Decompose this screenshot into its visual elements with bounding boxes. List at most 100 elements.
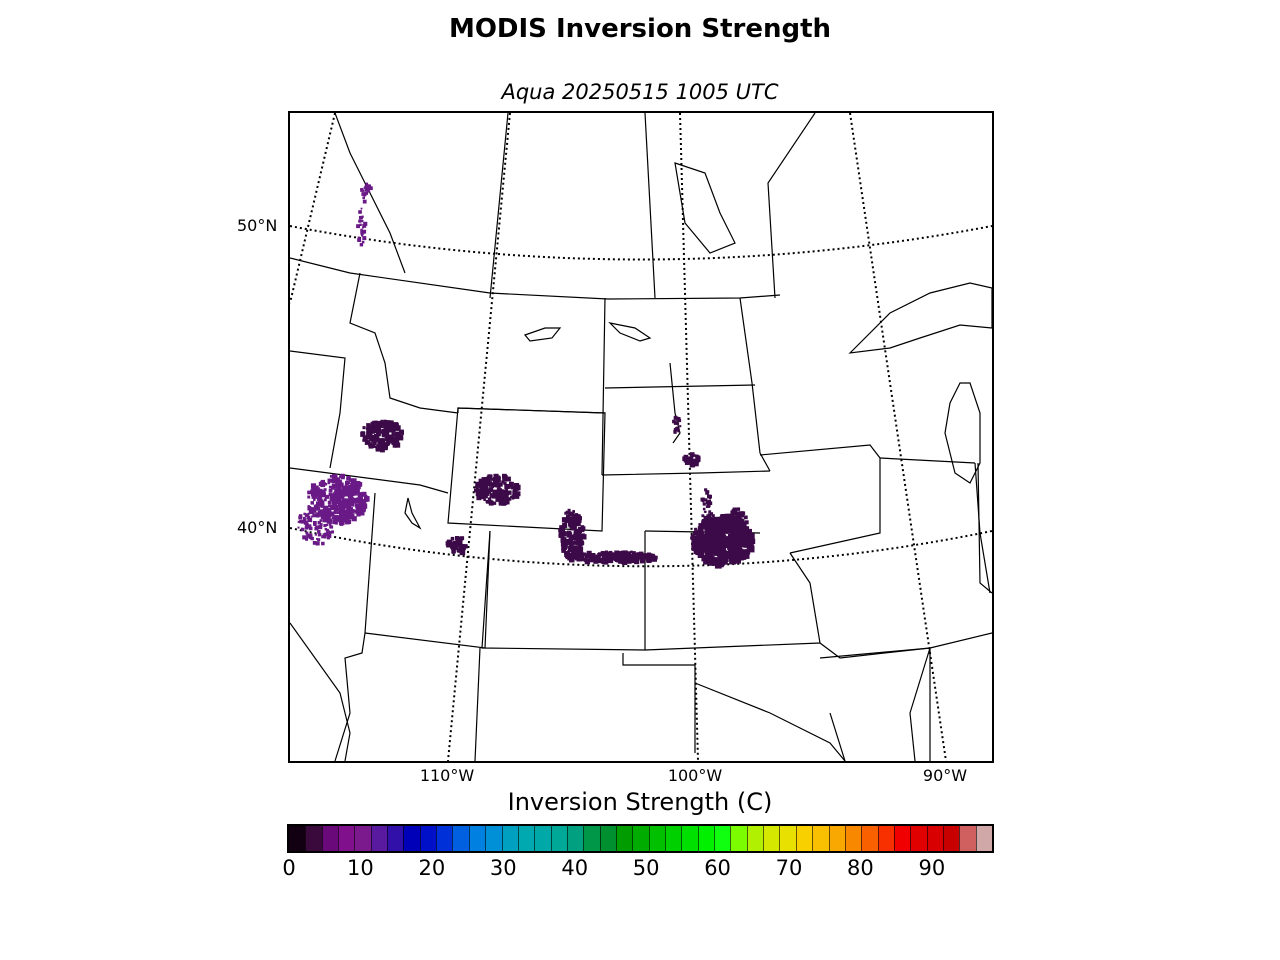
inversion-pixel [382, 431, 388, 437]
inversion-pixel [492, 489, 498, 495]
map-panel [288, 111, 994, 763]
inversion-pixel [673, 422, 677, 425]
inversion-pixel [602, 551, 607, 556]
inversion-pixel [320, 488, 323, 492]
inversion-pixel [707, 513, 712, 517]
colorbar-tick-label: 60 [704, 856, 731, 880]
inversion-pixel [683, 454, 689, 460]
inversion-pixel [328, 492, 332, 497]
inversion-pixel [326, 518, 332, 524]
inversion-pixel [723, 534, 727, 538]
inversion-pixel [343, 498, 349, 504]
inversion-pixel [721, 546, 726, 551]
inversion-pixel [309, 526, 313, 531]
inversion-pixel [475, 486, 479, 490]
inversion-pixel [313, 493, 317, 497]
inversion-pixel [515, 491, 521, 497]
inversion-pixel [309, 517, 312, 521]
figure-title: MODIS Inversion Strength [448, 14, 832, 44]
inversion-pixel [652, 555, 657, 560]
inversion-pixel [503, 481, 507, 485]
inversion-pixel [737, 539, 741, 544]
inversion-pixel [718, 520, 725, 528]
inversion-pixel [713, 551, 718, 556]
inversion-pixel [328, 515, 331, 518]
inversion-pixel [739, 551, 746, 558]
inversion-pixel [357, 492, 363, 498]
ok-tx-red [829, 712, 846, 761]
inversion-pixel [360, 188, 364, 192]
inversion-pixel [351, 478, 357, 484]
inversion-pixel [691, 542, 696, 548]
inversion-pixel [704, 510, 707, 513]
inversion-pixel [673, 429, 676, 432]
inversion-pixel [704, 550, 709, 555]
inversion-pixel [498, 495, 503, 500]
inversion-pixel [572, 518, 577, 523]
inversion-pixel [388, 429, 392, 433]
az-nm [334, 632, 366, 761]
inversion-pixel [361, 219, 364, 223]
colorbar-cell [452, 826, 470, 851]
colorbar-cell [877, 826, 895, 851]
inversion-pixel [746, 545, 751, 549]
inversion-pixel [704, 515, 707, 519]
inversion-pixel [571, 547, 576, 553]
colorbar [287, 824, 994, 853]
inversion-pixel [565, 510, 570, 515]
inversion-pixel [307, 519, 310, 522]
inversion-pixel [350, 478, 354, 482]
inversion-pixel [498, 501, 504, 506]
inversion-pixel [346, 505, 350, 508]
inversion-pixel [749, 541, 754, 546]
inversion-pixel [560, 525, 566, 530]
inversion-pixel [365, 434, 371, 440]
inversion-pixel [452, 540, 457, 545]
inversion-pixel [306, 515, 311, 520]
inversion-pixel [381, 429, 385, 434]
inversion-pixel [713, 533, 718, 538]
colorbar-cell [468, 826, 487, 851]
inversion-pixel [385, 443, 389, 447]
inversion-pixel [718, 550, 725, 558]
colorbar-divider [795, 826, 797, 851]
inversion-pixel [308, 533, 313, 538]
inversion-pixel [317, 531, 320, 534]
colorbar-cell [697, 826, 716, 851]
inversion-pixel [350, 509, 355, 514]
inversion-pixel [492, 501, 497, 505]
inversion-pixel [317, 538, 321, 542]
inversion-pixel [579, 534, 583, 538]
inversion-pixel [364, 191, 369, 195]
inversion-pixel [488, 488, 492, 492]
inversion-pixel [362, 426, 366, 430]
colorbar-cell [370, 826, 389, 851]
inversion-pixel [367, 432, 373, 437]
inversion-pixel [298, 515, 303, 520]
inversion-pixel [491, 482, 496, 488]
colorbar-cell [599, 826, 617, 851]
inversion-pixel [597, 557, 604, 563]
missouri [789, 552, 931, 659]
mississippi-river [909, 647, 931, 761]
inversion-pixel [312, 513, 317, 518]
inversion-pixel [616, 552, 622, 558]
inversion-pixel [565, 539, 570, 544]
inversion-pixel [566, 551, 570, 555]
inversion-pixel [377, 439, 381, 443]
inversion-pixel [322, 482, 326, 486]
inversion-pixel [711, 514, 715, 518]
inversion-pixel [740, 522, 745, 527]
inversion-pixel [631, 551, 636, 556]
inversion-pixel [341, 500, 346, 504]
inversion-pixel [705, 532, 709, 536]
inversion-pixel [313, 498, 316, 501]
inversion-pixel [479, 482, 483, 487]
inversion-pixel [396, 440, 400, 443]
ks-ok [644, 642, 821, 651]
inversion-pixel [347, 493, 353, 499]
inversion-pixel [577, 516, 582, 521]
inversion-pixel [374, 420, 379, 425]
inversion-pixel [331, 483, 337, 489]
inversion-pixel [330, 530, 334, 534]
